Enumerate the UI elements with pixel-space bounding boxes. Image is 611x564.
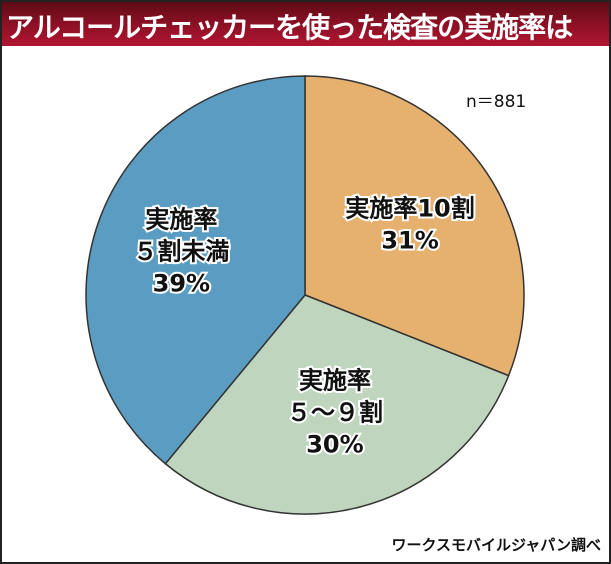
sample-size: n＝881 — [466, 92, 527, 112]
slice-label: 実施率 — [145, 205, 217, 233]
pie-slice — [304, 75, 525, 377]
slice-label: 39% — [153, 269, 210, 297]
source-note: ワークスモバイルジャパン調べ — [391, 536, 601, 554]
pie-slice — [85, 75, 306, 465]
slice-label: 31% — [381, 227, 438, 255]
pie-slice — [164, 294, 510, 515]
slice-label: ５～９割 — [287, 399, 383, 427]
title-bar: アルコールチェッカーを使った検査の実施率は — [0, 0, 611, 46]
slice-label: ５割未満 — [133, 237, 229, 265]
chart-title: アルコールチェッカーを使った検査の実施率は — [6, 11, 573, 44]
slice-label: 30% — [306, 431, 363, 459]
slice-label: 実施率 — [299, 367, 371, 395]
slice-label: 実施率10割 — [345, 195, 474, 223]
